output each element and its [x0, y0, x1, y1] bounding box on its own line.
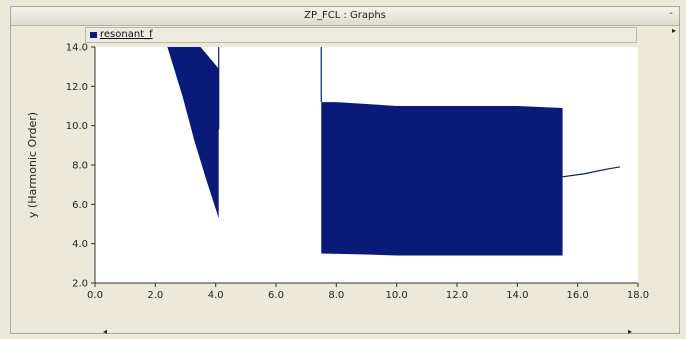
x-tick-label: 14.0	[506, 290, 528, 301]
scroll-right-arrow-icon[interactable]: ▸	[628, 327, 633, 336]
window-title: ZP_FCL : Graphs	[304, 10, 386, 21]
y-axis-label: y (Harmonic Order)	[26, 112, 39, 218]
chart-legend: resonant_f	[85, 27, 637, 43]
legend-swatch-resonant-f	[90, 32, 97, 38]
x-tick-label: 8.0	[328, 290, 344, 301]
y-tick-label: 6.0	[72, 200, 88, 211]
y-tick-label: 10.0	[66, 121, 88, 132]
x-tick-label: 16.0	[567, 290, 589, 301]
x-tick-label: 10.0	[386, 290, 408, 301]
window-titlebar[interactable]: ZP_FCL : Graphs -	[11, 7, 679, 26]
y-tick-label: 12.0	[66, 82, 88, 93]
y-tick-label: 14.0	[66, 43, 88, 54]
series-band-0	[167, 47, 219, 219]
minimize-button[interactable]: -	[669, 8, 673, 19]
series-band-2	[321, 102, 563, 256]
x-tick-label: 18.0	[627, 290, 649, 301]
x-tick-label: 12.0	[446, 290, 468, 301]
x-tick-label: 2.0	[147, 290, 163, 301]
scroll-left-arrow-icon[interactable]: ◂	[103, 327, 108, 336]
series-line-4	[562, 166, 620, 178]
x-tick-label: 6.0	[268, 290, 284, 301]
x-tick-label: 4.0	[208, 290, 224, 301]
x-tick-label: 0.0	[87, 290, 103, 301]
y-tick-label: 8.0	[72, 161, 88, 172]
scroll-up-arrow-icon[interactable]: ▸	[672, 26, 677, 35]
legend-label-resonant-f[interactable]: resonant_f	[100, 29, 153, 40]
y-tick-label: 4.0	[72, 239, 88, 250]
y-tick-label: 2.0	[72, 279, 88, 290]
